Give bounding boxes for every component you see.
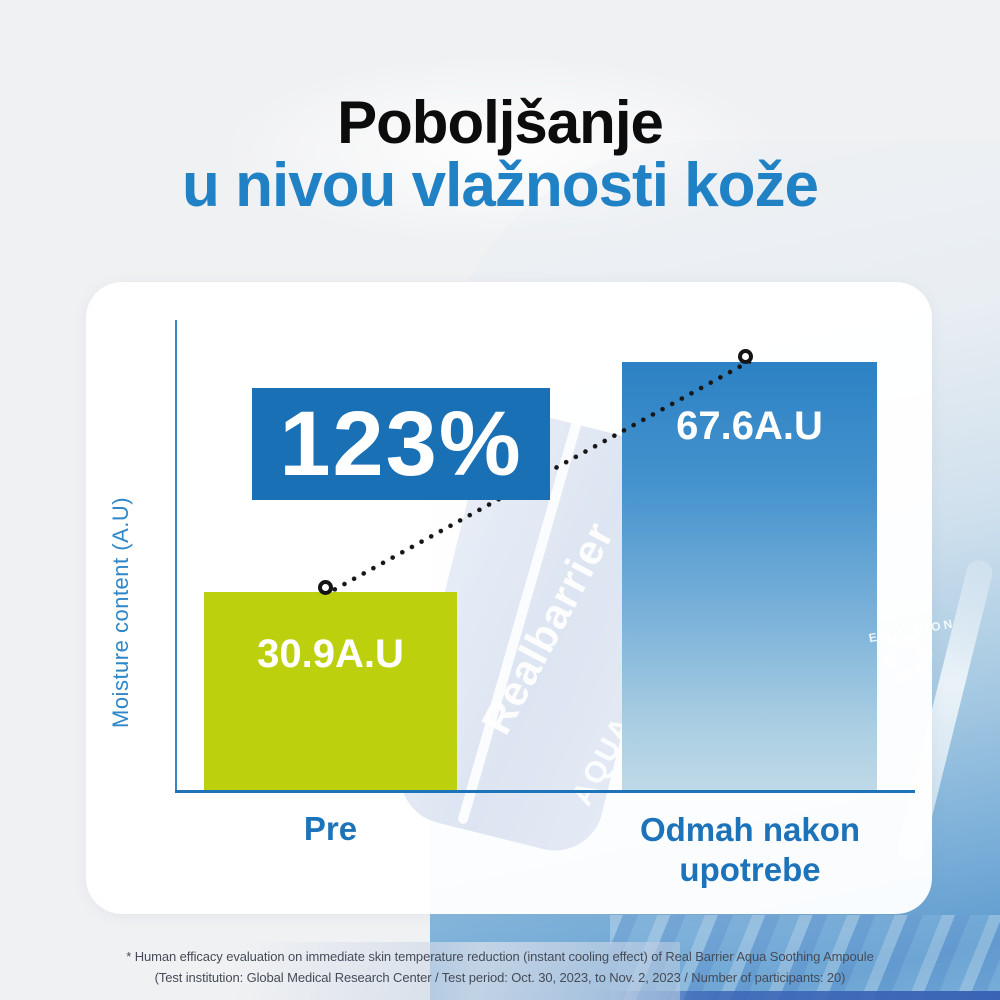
x-axis-line: [175, 790, 915, 793]
chart-card: Realbarrier AQUA Moisture content (A.U) …: [86, 282, 932, 914]
improvement-badge: 123%: [252, 388, 550, 500]
bar-pre: 30.9A.U: [204, 592, 457, 790]
x-label-pre: Pre: [303, 810, 358, 847]
x-label-post-line1: Odmah nakon: [639, 811, 861, 848]
improvement-value: 123%: [279, 393, 523, 495]
footnote-line1: * Human efficacy evaluation on immediate…: [126, 949, 874, 964]
y-axis-line: [175, 320, 177, 792]
footnote-line2: (Test institution: Global Medical Resear…: [154, 970, 846, 985]
x-label-post-line2: upotrebe: [679, 851, 821, 888]
bar-pre-value: 30.9A.U: [257, 632, 404, 676]
bar-post-value: 67.6A.U: [676, 404, 823, 448]
flower-icon: [876, 628, 942, 699]
x-label-post: Odmah nakon upotrebe: [582, 810, 918, 890]
y-axis-label: Moisture content (A.U): [108, 496, 133, 728]
page-title-line2: u nivou vlažnosti kože: [182, 151, 819, 220]
marker-circle-pre: [318, 580, 333, 595]
marker-circle-post: [738, 349, 753, 364]
background-bottom-band: [590, 991, 1000, 1000]
background-wave-decoration: [0, 942, 680, 1000]
footnote: * Human efficacy evaluation on immediate…: [0, 946, 1000, 988]
page-title-line1: Poboljšanje: [337, 89, 664, 156]
bar-post: 67.6A.U: [622, 362, 877, 790]
